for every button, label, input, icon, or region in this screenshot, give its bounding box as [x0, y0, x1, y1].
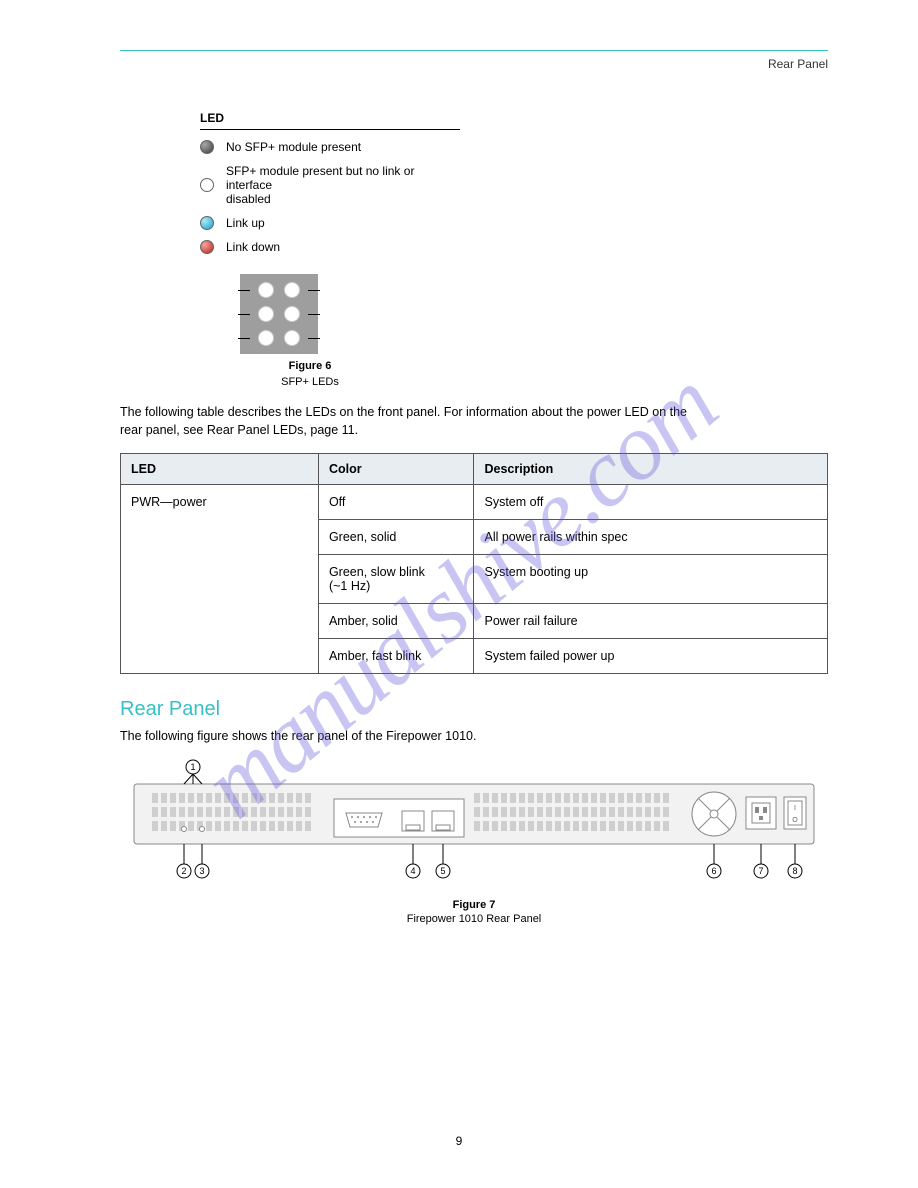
rear-caption-sub: Firepower 1010 Rear Panel	[120, 913, 828, 925]
td-color: Green, slow blink (~1 Hz)	[318, 555, 474, 604]
led-legend-block: LED No SFP+ module present SFP+ module p…	[200, 111, 460, 254]
sfp-led-figure	[240, 274, 318, 354]
td-color: Amber, solid	[318, 604, 474, 639]
led-table: LED Color Description PWR—power Off Syst…	[120, 453, 828, 674]
rear-caption-main: Figure 7	[120, 899, 828, 911]
svg-text:2: 2	[181, 866, 186, 876]
led-dot-icon	[200, 178, 214, 192]
led-dot-icon	[200, 140, 214, 154]
th-desc: Description	[474, 454, 828, 485]
led-legend-text: Link up	[226, 216, 265, 230]
led-dot-icon	[200, 240, 214, 254]
td-color: Off	[318, 485, 474, 520]
td-led: PWR—power	[121, 485, 319, 674]
svg-text:4: 4	[410, 866, 415, 876]
td-color: Amber, fast blink	[318, 639, 474, 674]
led-legend-text: SFP+ module present but no link or inter…	[226, 164, 460, 206]
table-row: PWR—power Off System off	[121, 485, 828, 520]
rear-panel-heading: Rear Panel	[120, 698, 828, 721]
led-legend-rule	[200, 129, 460, 130]
svg-text:8: 8	[792, 866, 797, 876]
body-paragraph: The following table describes the LEDs o…	[120, 404, 828, 439]
header-title: Rear Panel	[120, 57, 828, 71]
led-legend-row: SFP+ module present but no link or inter…	[200, 164, 460, 206]
led-legend-row: No SFP+ module present	[200, 140, 460, 154]
th-color: Color	[318, 454, 474, 485]
header-rule	[120, 50, 828, 51]
led-legend-row: Link down	[200, 240, 460, 254]
th-led: LED	[121, 454, 319, 485]
rear-panel-intro: The following figure shows the rear pane…	[120, 729, 828, 743]
svg-text:7: 7	[758, 866, 763, 876]
td-color: Green, solid	[318, 520, 474, 555]
rear-panel-svg-icon: I O 1 2 3 4 5 6 7 8	[124, 759, 824, 889]
svg-text:5: 5	[440, 866, 445, 876]
svg-text:I: I	[794, 805, 796, 812]
svg-text:6: 6	[711, 866, 716, 876]
rear-panel-figure: I O 1 2 3 4 5 6 7 8	[120, 759, 828, 889]
td-desc: All power rails within spec	[474, 520, 828, 555]
td-desc: Power rail failure	[474, 604, 828, 639]
sfp-panel-icon	[240, 274, 318, 354]
led-legend-label: LED	[200, 111, 460, 125]
led-legend-text: Link down	[226, 240, 280, 254]
led-legend-row: Link up	[200, 216, 460, 230]
td-desc: System off	[474, 485, 828, 520]
led-legend-text: No SFP+ module present	[226, 140, 361, 154]
svg-text:O: O	[792, 817, 798, 824]
sfp-caption-sub: SFP+ LEDs	[210, 376, 410, 388]
page-number: 9	[456, 1134, 463, 1148]
svg-text:3: 3	[199, 866, 204, 876]
sfp-caption-main: Figure 6	[210, 360, 410, 372]
led-dot-icon	[200, 216, 214, 230]
td-desc: System booting up	[474, 555, 828, 604]
td-desc: System failed power up	[474, 639, 828, 674]
svg-text:1: 1	[190, 762, 195, 772]
